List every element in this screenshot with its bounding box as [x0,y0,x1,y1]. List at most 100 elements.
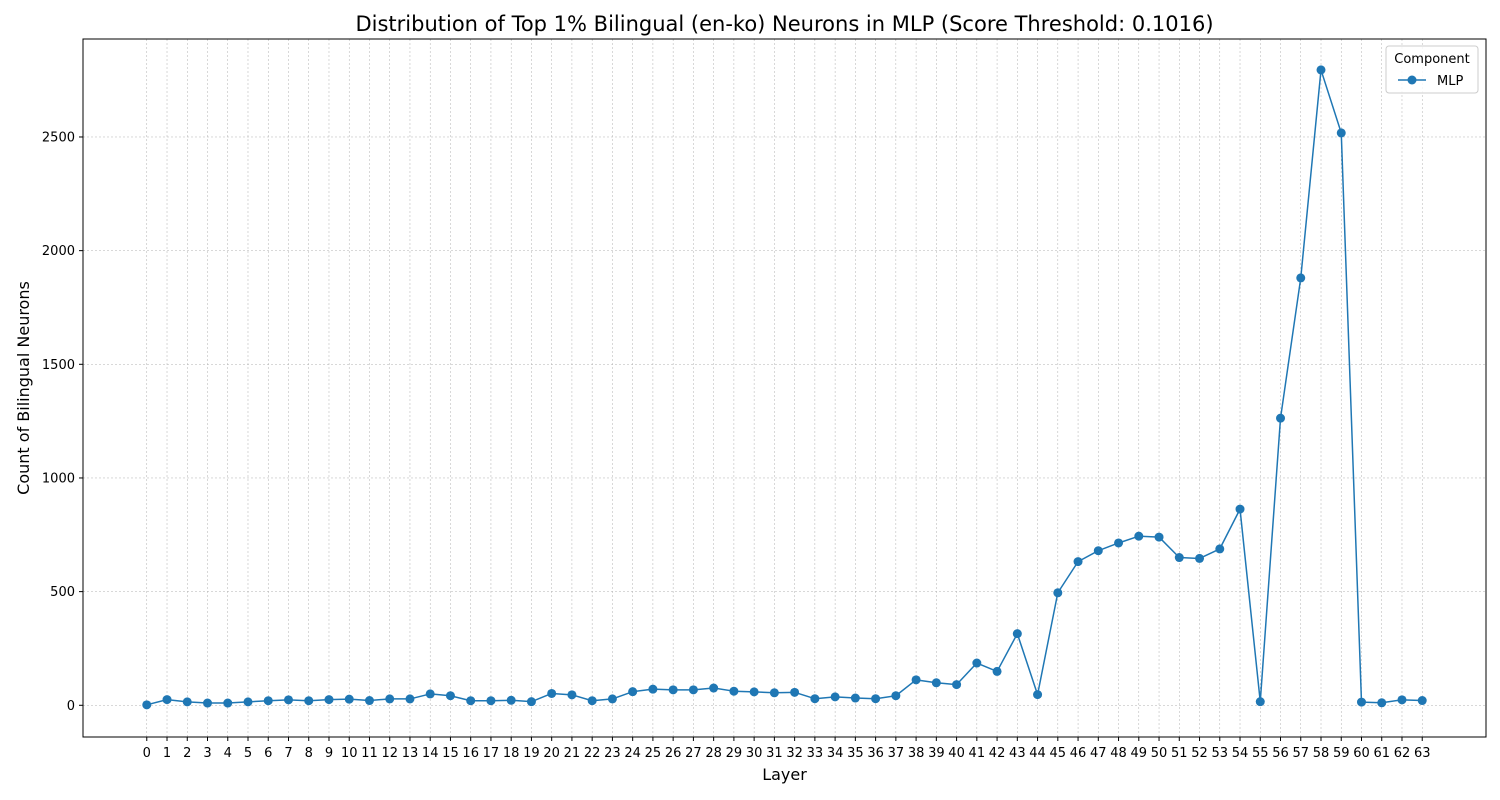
data-point [1255,697,1265,707]
x-tick-label: 31 [766,746,783,761]
data-point [871,694,881,704]
y-tick-label: 2500 [42,130,75,145]
x-tick-label: 53 [1212,746,1229,761]
data-point [1174,553,1184,563]
x-tick-label: 26 [665,746,682,761]
x-tick-label: 13 [402,746,419,761]
data-point [1033,690,1043,700]
x-tick-label: 29 [726,746,743,761]
x-tick-label: 56 [1272,746,1289,761]
data-point [182,697,192,707]
y-axis-label: Count of Bilingual Neurons [14,281,33,495]
x-tick-label: 4 [224,746,232,761]
x-tick-label: 22 [584,746,601,761]
x-tick-label: 63 [1414,746,1431,761]
chart-title: Distribution of Top 1% Bilingual (en-ko)… [355,12,1213,36]
data-point [1316,65,1326,75]
data-point [1093,546,1103,556]
data-point [668,685,678,695]
data-point [1397,695,1407,705]
x-tick-label: 15 [442,746,459,761]
data-point [607,694,617,704]
x-tick-label: 16 [462,746,479,761]
x-tick-label: 20 [543,746,560,761]
x-tick-label: 27 [685,746,702,761]
x-tick-label: 40 [948,746,965,761]
x-tick-label: 9 [325,746,333,761]
data-point [1377,698,1387,708]
data-point [1134,531,1144,541]
data-point [486,696,496,706]
data-point [688,685,698,695]
x-tick-label: 19 [523,746,540,761]
series-line-mlp [146,69,1423,706]
x-tick-label: 52 [1191,746,1208,761]
data-point [162,695,172,705]
data-point [992,666,1002,676]
data-point [1356,697,1366,707]
x-tick-label: 43 [1009,746,1026,761]
data-point [304,696,314,706]
data-point [952,680,962,690]
x-tick-label: 12 [381,746,398,761]
data-point [405,694,415,704]
x-tick-label: 45 [1050,746,1067,761]
y-tick-label: 1000 [42,471,75,486]
x-tick-label: 7 [284,746,292,761]
data-point [587,696,597,706]
x-tick-label: 58 [1313,746,1330,761]
x-tick-label: 1 [163,746,171,761]
data-point [547,688,557,698]
x-tick-label: 38 [908,746,925,761]
data-point [1235,504,1245,514]
x-tick-label: 11 [361,746,378,761]
data-point [1073,557,1083,567]
data-point [263,696,273,706]
x-tick-label: 47 [1090,746,1107,761]
x-tick-label: 30 [746,746,763,761]
data-point [567,690,577,700]
data-point [385,694,395,704]
x-tick-label: 2 [183,746,191,761]
data-point [466,696,476,706]
x-tick-label: 23 [604,746,621,761]
y-tick-label: 1500 [42,358,75,373]
x-tick-label: 50 [1151,746,1168,761]
data-point [364,696,374,706]
x-tick-label: 42 [989,746,1006,761]
data-point [344,694,354,704]
y-tick-label: 2000 [42,244,75,259]
x-tick-label: 46 [1070,746,1087,761]
data-point [911,675,921,685]
x-tick-label: 59 [1333,746,1350,761]
data-point [223,698,233,708]
x-tick-label: 21 [564,746,581,761]
x-tick-label: 57 [1292,746,1309,761]
data-point [1215,544,1225,554]
x-tick-label: 24 [624,746,641,761]
y-tick-label: 0 [67,699,75,714]
x-tick-label: 41 [969,746,986,761]
data-point [729,686,739,696]
data-point [709,683,719,693]
data-point [1053,588,1063,598]
data-point [142,700,152,710]
data-point [628,687,638,697]
data-point [830,692,840,702]
x-axis-label: Layer [762,765,807,784]
data-point [1195,553,1205,563]
plot-area [82,38,1487,738]
x-tick-label: 33 [807,746,824,761]
x-tick-label: 39 [928,746,945,761]
y-tick-label: 500 [50,585,75,600]
data-point [1417,696,1427,706]
legend-title: Component [1394,52,1469,67]
legend-point-marker [1407,75,1417,85]
x-tick-label: 14 [422,746,439,761]
data-point [769,688,779,698]
x-tick-label: 54 [1232,746,1249,761]
data-point [648,684,658,694]
data-point [1012,629,1022,639]
data-point [810,694,820,704]
